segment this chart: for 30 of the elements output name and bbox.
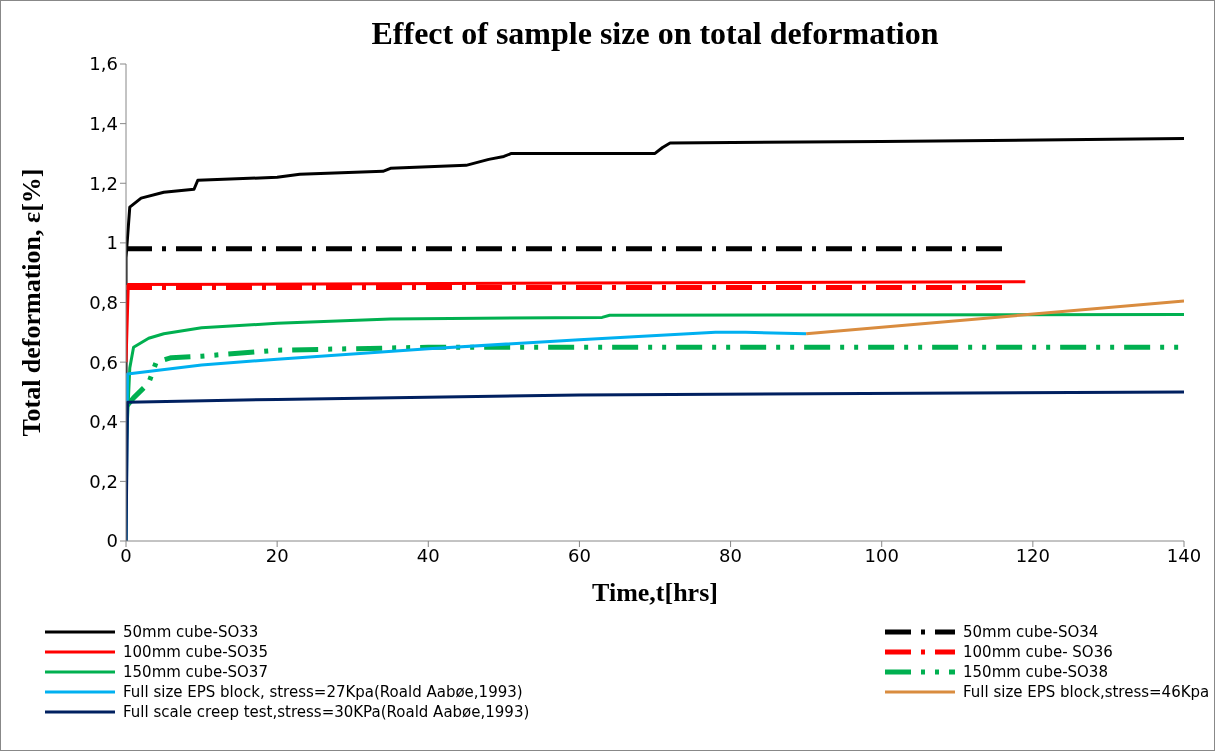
y-tick-label: 1 bbox=[106, 232, 118, 254]
legend-label: 50mm cube-SO34 bbox=[963, 623, 1099, 641]
legend-label: 100mm cube- SO36 bbox=[963, 643, 1113, 661]
y-tick-label: 0,2 bbox=[89, 470, 118, 492]
legend-label: 150mm cube-SO37 bbox=[123, 663, 268, 681]
x-tick-label: 20 bbox=[265, 544, 289, 566]
legend-label: Full size EPS block,stress=46Kpa bbox=[963, 683, 1210, 701]
x-axis-title: Time,t[hrs] bbox=[592, 578, 718, 607]
legend-label: Full size EPS block, stress=27Kpa(Roald Aabøe,1993) bbox=[123, 683, 523, 701]
chart-title: Effect of sample size on total deformation bbox=[370, 15, 940, 52]
x-tick-label: 40 bbox=[416, 544, 440, 566]
x-tick-label: 0 bbox=[120, 544, 132, 566]
line-series bbox=[126, 280, 1027, 364]
y-axis-title: Total deformation, ε[%] bbox=[17, 168, 47, 437]
y-tick-label: 1,6 bbox=[89, 53, 118, 75]
y-tick-label: 1,2 bbox=[89, 172, 118, 194]
y-tick-label: 0,6 bbox=[89, 351, 118, 373]
legend-label: 50mm cube-SO33 bbox=[123, 623, 259, 641]
x-tick-label: 140 bbox=[1166, 544, 1202, 566]
y-tick-label: 0 bbox=[106, 530, 118, 552]
legend-label: Full scale creep test,stress=30KPa(Roald Aabøe,1993) bbox=[123, 703, 530, 721]
legend-label: 150mm cube-SO38 bbox=[963, 663, 1108, 681]
y-tick-label: 0,8 bbox=[89, 291, 118, 313]
x-tick-label: 100 bbox=[864, 544, 899, 566]
y-tick-label: 1,4 bbox=[89, 113, 118, 135]
x-tick-label: 120 bbox=[1015, 544, 1051, 566]
legend-label: 100mm cube-SO35 bbox=[123, 643, 268, 661]
y-tick-label: 0,4 bbox=[89, 411, 118, 433]
x-tick-label: 60 bbox=[567, 544, 591, 566]
x-tick-label: 80 bbox=[719, 544, 743, 566]
